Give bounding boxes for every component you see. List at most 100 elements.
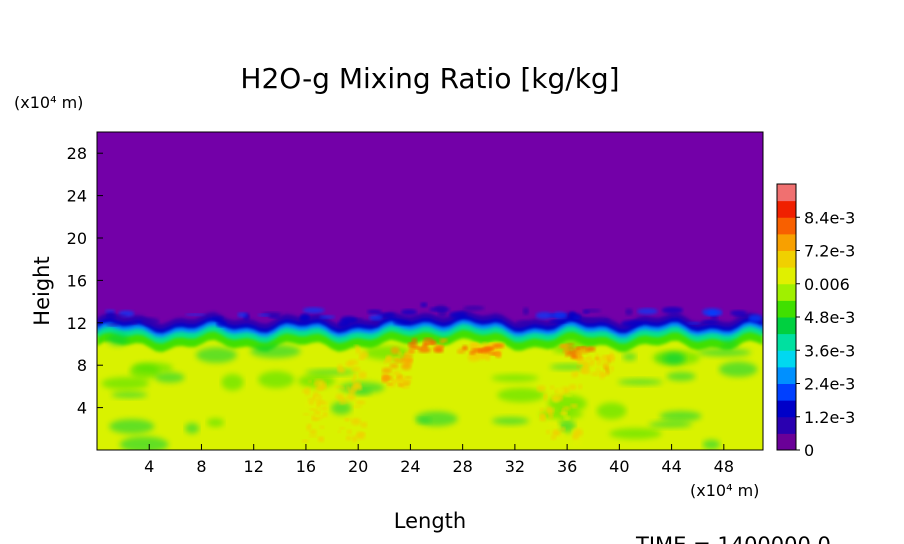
moist-patch [666,371,696,381]
maximum-cell [495,352,500,357]
maximum-cell [565,343,575,346]
plume-cell [355,400,366,405]
y-axis: 4 8 12 16 20 24 28 [67,144,103,418]
maximum-cell [434,345,444,348]
interface-tuft [582,309,602,313]
moist-patch [109,419,155,434]
plume-cell [304,387,311,396]
maximum-cell [423,337,434,342]
maximum-cell [471,348,485,353]
x-tick-label: 44 [661,457,681,476]
maximum-cell [439,341,445,344]
interface-tuft [581,317,599,323]
plume-cell [559,412,568,415]
plume-cell [609,366,615,372]
interface-tuft [237,312,248,318]
plume-cell [311,416,320,422]
interface-tuft [603,319,611,323]
plume-cell [381,367,393,374]
plume-cell [401,378,413,383]
colorbar-tick-label: 0.006 [804,275,850,294]
colorbar-swatch [777,283,796,301]
maximum-cell [575,346,581,350]
plume-cell [539,408,545,412]
moist-patch [497,388,545,403]
moist-patch [659,410,702,422]
plume-cell [343,418,352,421]
plume-cell [334,385,345,388]
moist-patch [132,362,174,373]
maximum-cell [576,351,582,357]
interface-tuft [140,317,160,326]
interface-tuft [710,315,719,320]
y-tick-label: 20 [67,229,87,248]
plume-cell [560,427,566,432]
plume-cell [313,410,322,415]
x-tick-label: 4 [144,457,154,476]
interface-tuft [568,313,582,321]
moist-patch [697,348,752,357]
interface-tuft [400,309,418,316]
colorbar-tick-label: 1.2e-3 [804,408,855,427]
moist-patch [414,411,458,427]
interface-tuft [185,313,206,316]
colorbar-tick-label: 8.4e-3 [804,208,855,227]
colorbar-tick-label: 7.2e-3 [804,242,855,261]
plume-cell [319,425,325,429]
chart-title: H2O-g Mixing Ratio [kg/kg] [240,62,619,95]
moist-patch [221,373,244,391]
plume-cell [309,408,318,411]
colorbar-tick-label: 2.4e-3 [804,375,855,394]
interface-tuft [105,314,127,318]
moist-patch [664,352,686,365]
plume-cell [317,436,323,442]
colorbar-tick-label: 3.6e-3 [804,341,855,360]
x-tick-label: 12 [244,457,264,476]
plume-cell [318,382,323,386]
maximum-cell [585,346,596,352]
y-tick-label: 8 [77,356,87,375]
plume-cell [350,418,362,426]
plume-cell [360,421,368,428]
interface-tuft [637,308,658,315]
moist-patch [111,391,148,398]
plume-cell [467,355,479,362]
interface-tuft [548,319,570,324]
moist-patch [617,379,663,385]
plume-cell [302,413,310,416]
maximum-cell [420,347,428,351]
plume-cell [602,357,608,364]
plume-cell [551,395,561,402]
plume-cell [393,359,404,363]
maximum-cell [567,346,576,349]
maximum-cell [462,345,468,351]
plume-cell [392,370,402,376]
plume-cell [599,357,603,365]
colorbar-swatch [777,200,796,218]
plume-cell [351,366,361,372]
plume-cell [547,421,557,427]
interface-tuft [372,318,380,327]
plume-cell [577,384,583,390]
maximum-cell [422,341,429,348]
interface-tuft [257,313,271,317]
interface-tuft [621,319,642,327]
interface-tuft [130,321,138,325]
x-tick-label: 24 [400,457,420,476]
moist-patch [107,332,129,346]
plume-cell [568,384,577,390]
plume-cell [546,429,551,434]
plume-cell [575,370,579,377]
plume-cell [346,394,356,401]
plume-cell [319,415,324,419]
interface-band [97,310,763,330]
colorbar-swatch [777,400,796,418]
interface-tuft [661,306,684,314]
time-label: TIME = 1400000.0 [635,533,831,544]
y-tick-label: 12 [67,314,87,333]
colorbar-swatch [777,184,796,202]
plume-cell [469,342,479,346]
interface-tuft [302,307,325,314]
interface-tuft [448,311,467,318]
plume-cell [404,376,412,379]
